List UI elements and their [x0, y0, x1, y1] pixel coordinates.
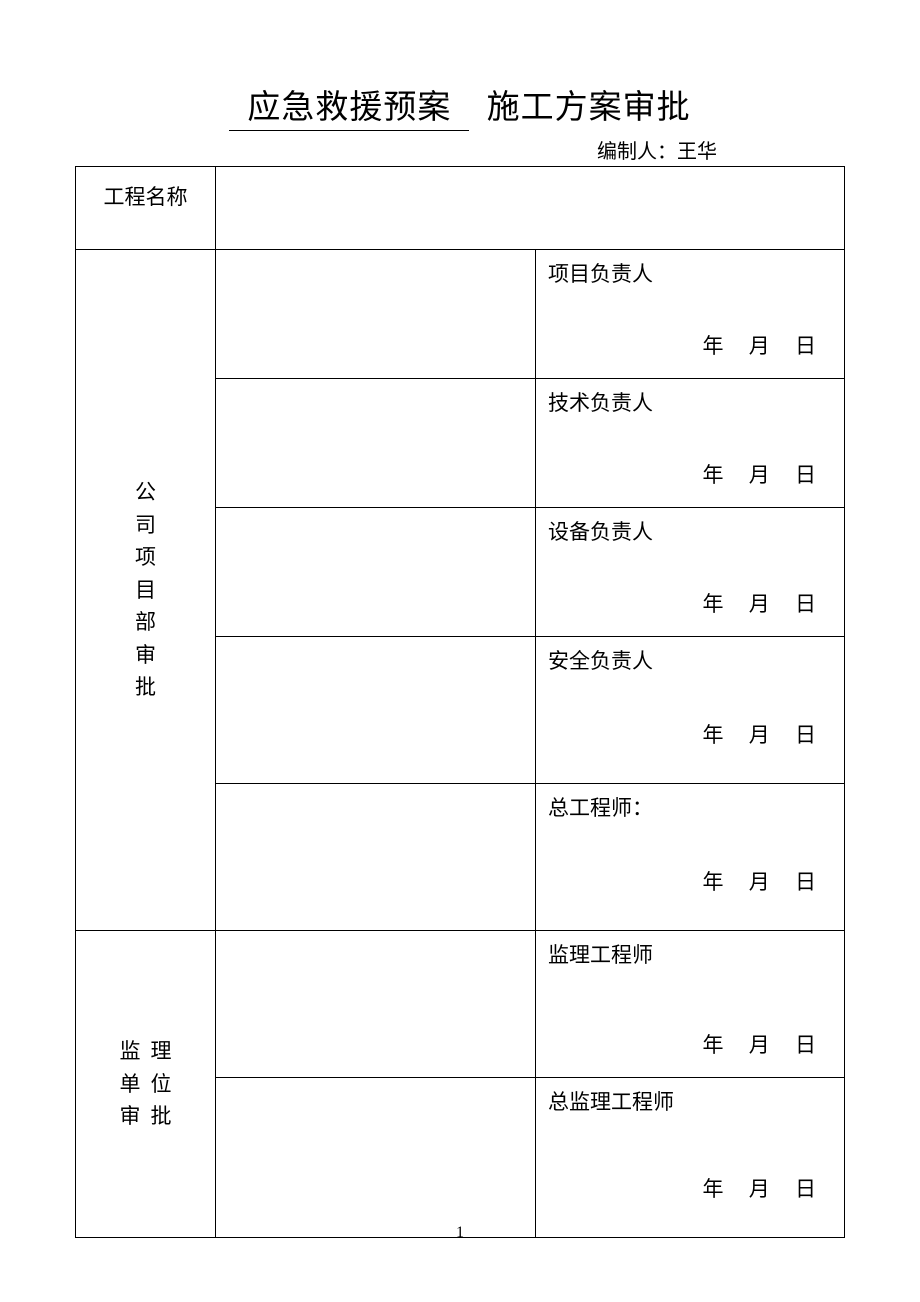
date-month-label: 月 — [741, 463, 780, 487]
date-placeholder: 年 月 日 — [695, 866, 827, 896]
date-day-label: 日 — [787, 1177, 826, 1201]
empty-cell — [216, 1078, 536, 1238]
signature-cell: 设备负责人 年 月 日 — [536, 508, 845, 637]
approval-form-table: 工程名称 公司项目部审批 项目负责人 年 月 日 技术负责人 年 — [75, 166, 845, 1238]
role-label: 设备负责人 — [548, 516, 653, 546]
author-name: 王华 — [677, 141, 717, 163]
title-underlined-part: 应急救援预案 — [229, 80, 469, 131]
date-month-label: 月 — [741, 1033, 780, 1057]
supervision-section-label: 监理单位审批 — [76, 931, 216, 1238]
document-title: 应急救援预案 施工方案审批 — [75, 80, 845, 131]
date-year-label: 年 — [695, 723, 734, 747]
date-year-label: 年 — [695, 870, 734, 894]
date-month-label: 月 — [741, 592, 780, 616]
role-label: 总监理工程师 — [548, 1086, 674, 1116]
date-day-label: 日 — [787, 334, 826, 358]
empty-cell — [216, 931, 536, 1078]
signature-cell: 项目负责人 年 月 日 — [536, 250, 845, 379]
empty-cell — [216, 637, 536, 784]
signature-cell: 总工程师： 年 月 日 — [536, 784, 845, 931]
date-day-label: 日 — [787, 1033, 826, 1057]
empty-cell — [216, 508, 536, 637]
table-row: 公司项目部审批 项目负责人 年 月 日 — [76, 250, 845, 379]
page-number: 1 — [0, 1224, 920, 1242]
empty-cell — [216, 784, 536, 931]
author-line: 编制人：王华 — [75, 135, 845, 164]
role-label: 总工程师： — [548, 792, 653, 822]
date-placeholder: 年 月 日 — [695, 719, 827, 749]
document-page: 应急救援预案 施工方案审批 编制人：王华 工程名称 公司项目部审批 项目负责人 … — [0, 0, 920, 1302]
signature-cell: 技术负责人 年 月 日 — [536, 379, 845, 508]
date-year-label: 年 — [695, 592, 734, 616]
date-month-label: 月 — [741, 723, 780, 747]
table-row: 监理单位审批 监理工程师 年 月 日 — [76, 931, 845, 1078]
title-plain-part: 施工方案审批 — [479, 80, 691, 128]
empty-cell — [216, 379, 536, 508]
project-name-label: 工程名称 — [76, 167, 216, 250]
company-section-label: 公司项目部审批 — [76, 250, 216, 931]
role-label: 监理工程师 — [548, 939, 653, 969]
date-day-label: 日 — [787, 870, 826, 894]
date-placeholder: 年 月 日 — [695, 1029, 827, 1059]
role-label: 项目负责人 — [548, 258, 653, 288]
author-label: 编制人： — [597, 141, 677, 163]
date-placeholder: 年 月 日 — [695, 459, 827, 489]
date-placeholder: 年 月 日 — [695, 330, 827, 360]
signature-cell: 监理工程师 年 月 日 — [536, 931, 845, 1078]
signature-cell: 安全负责人 年 月 日 — [536, 637, 845, 784]
signature-cell: 总监理工程师 年 月 日 — [536, 1078, 845, 1238]
date-day-label: 日 — [787, 463, 826, 487]
date-year-label: 年 — [695, 1177, 734, 1201]
date-month-label: 月 — [741, 1177, 780, 1201]
role-label: 安全负责人 — [548, 645, 653, 675]
date-month-label: 月 — [741, 870, 780, 894]
date-placeholder: 年 月 日 — [695, 1173, 827, 1203]
empty-cell — [216, 250, 536, 379]
date-year-label: 年 — [695, 1033, 734, 1057]
table-row: 工程名称 — [76, 167, 845, 250]
date-day-label: 日 — [787, 723, 826, 747]
date-month-label: 月 — [741, 334, 780, 358]
role-label: 技术负责人 — [548, 387, 653, 417]
project-name-value-cell — [216, 167, 845, 250]
date-placeholder: 年 月 日 — [695, 588, 827, 618]
date-year-label: 年 — [695, 334, 734, 358]
date-day-label: 日 — [787, 592, 826, 616]
date-year-label: 年 — [695, 463, 734, 487]
